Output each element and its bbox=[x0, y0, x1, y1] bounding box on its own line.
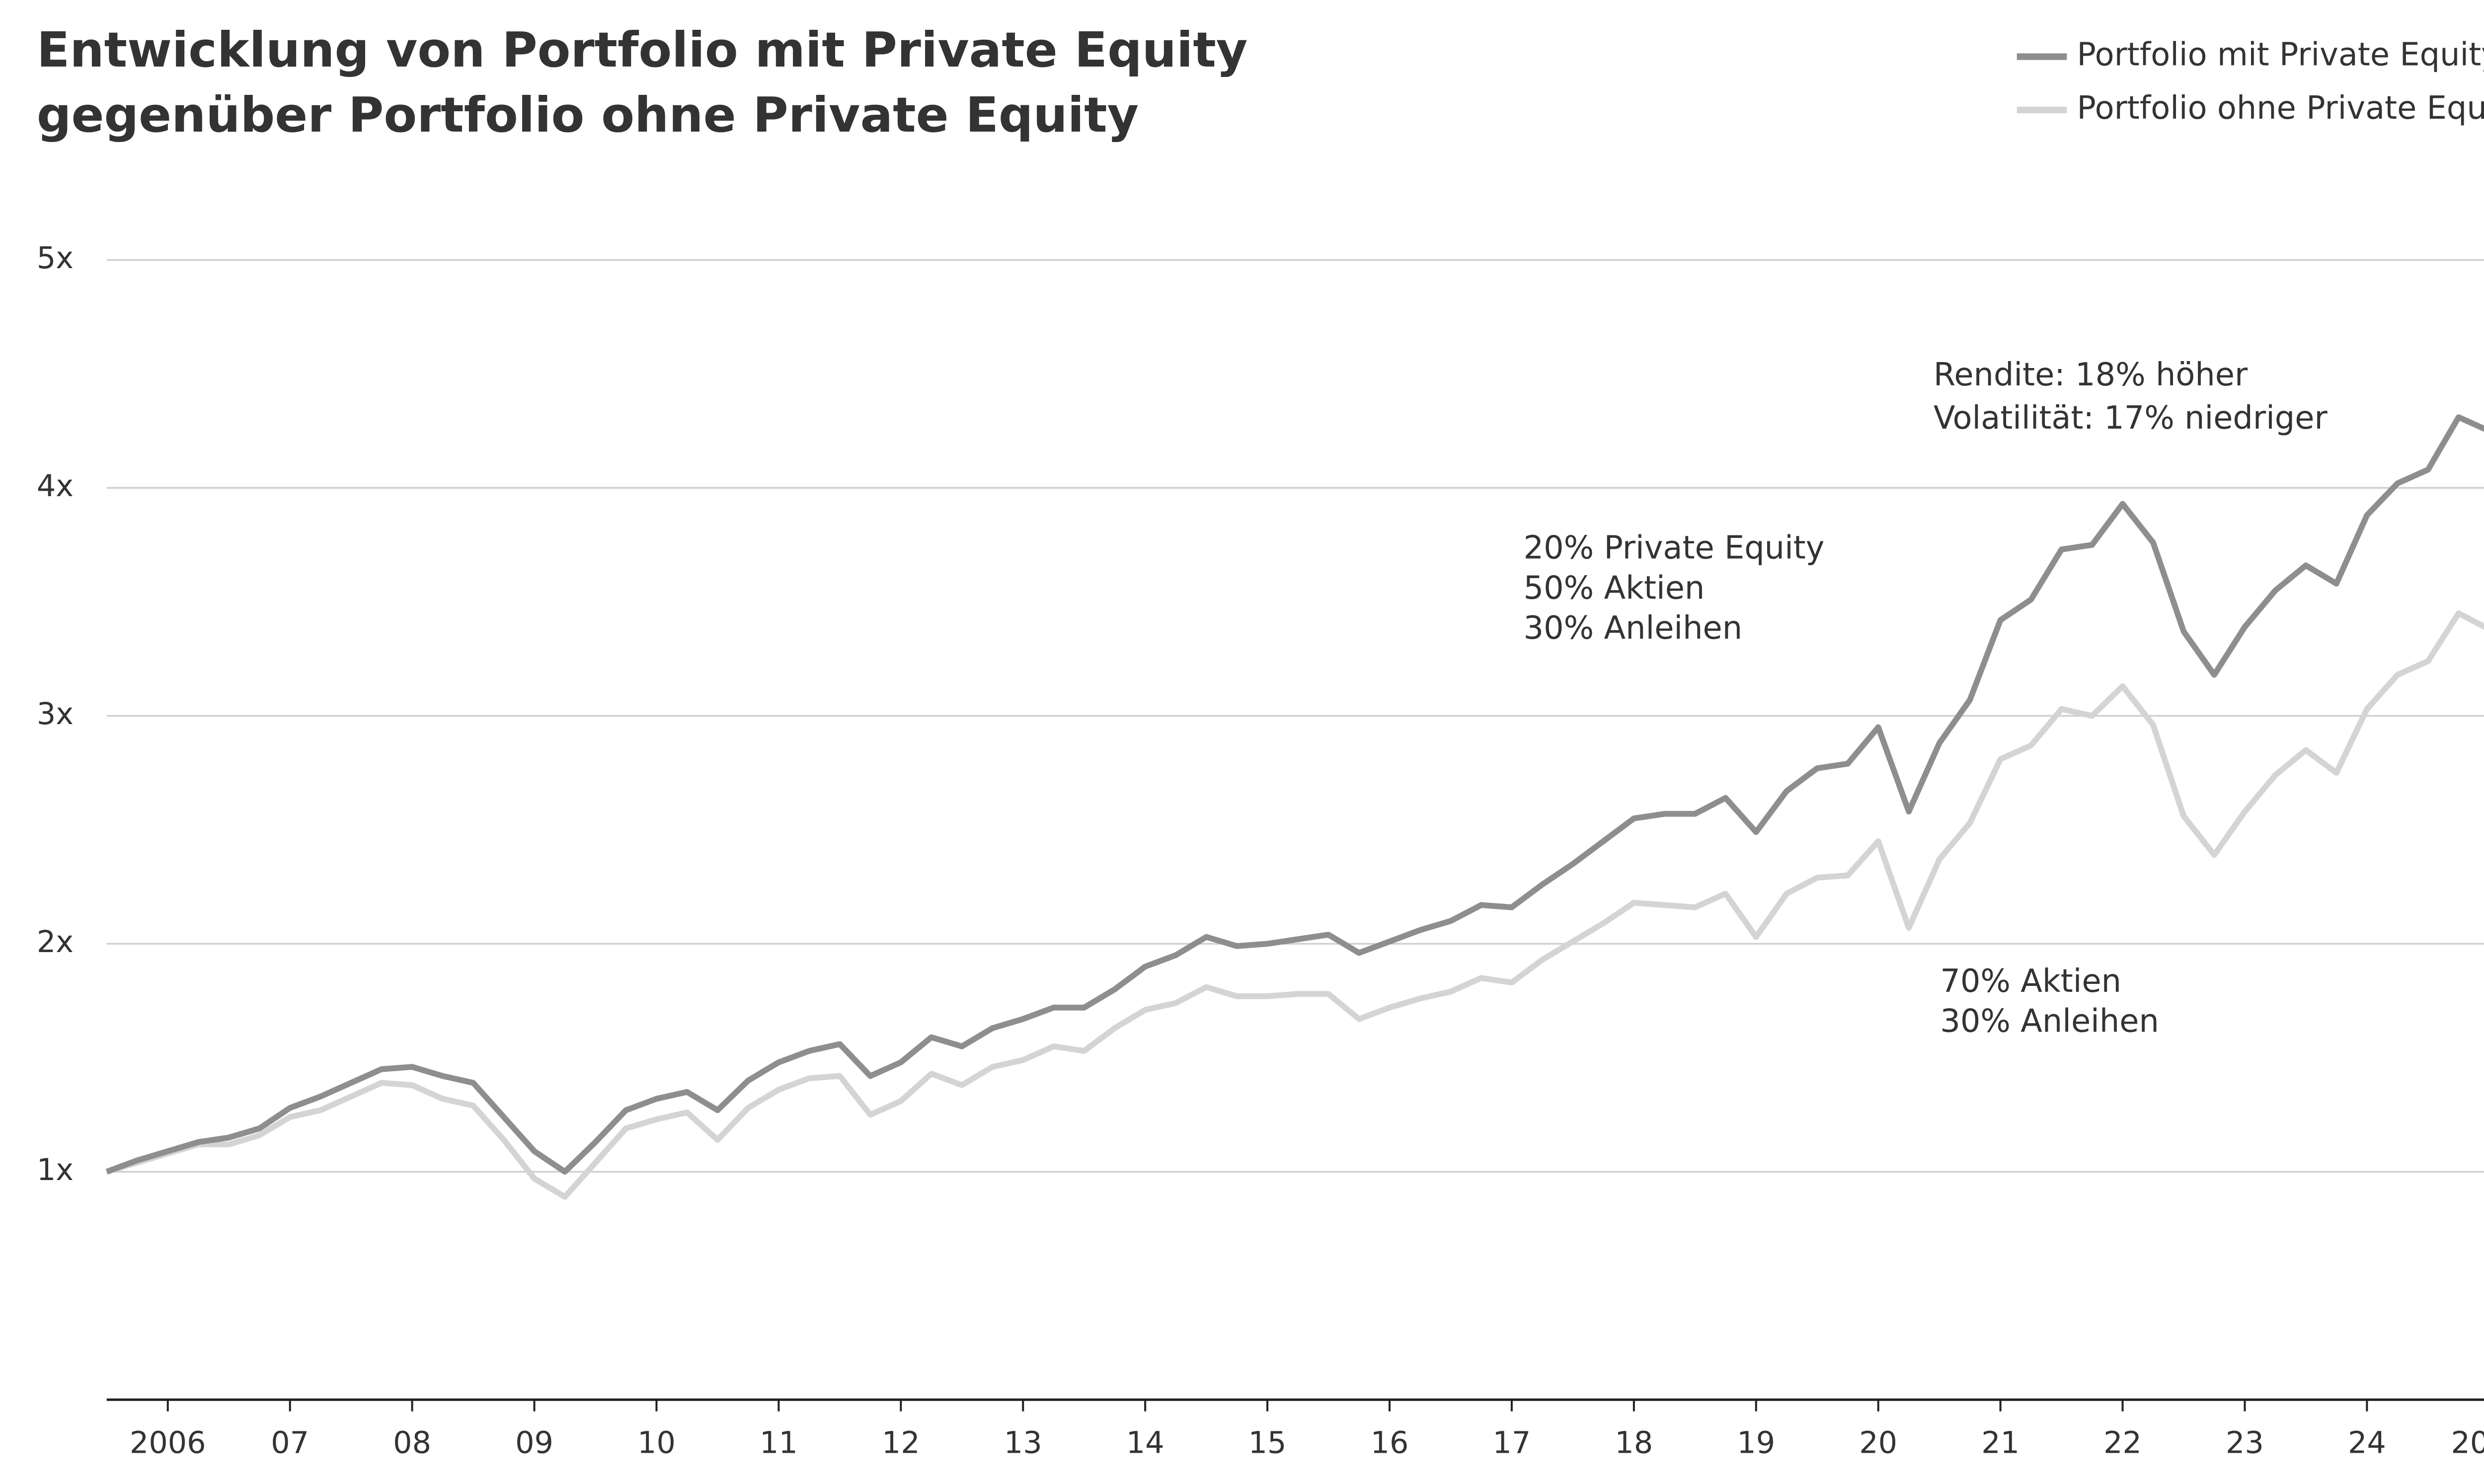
legend-label: Portfolio ohne Private Equity bbox=[2077, 90, 2484, 127]
annotation: Rendite: 18% höher bbox=[1934, 357, 2248, 393]
annotation: Volatilität: 17% niedriger bbox=[1934, 400, 2328, 437]
series-line bbox=[105, 414, 2484, 1175]
y-tick-label: 1x bbox=[37, 1153, 74, 1187]
series-line bbox=[106, 610, 2484, 1200]
y-tick-label: 5x bbox=[37, 241, 74, 276]
x-tick-label: 14 bbox=[1126, 1425, 1164, 1460]
x-tick-label: 15 bbox=[1248, 1425, 1287, 1460]
chart-title: Entwicklung von Portfolio mit Private Eq… bbox=[37, 22, 1247, 78]
x-tick-label: 11 bbox=[760, 1425, 798, 1460]
y-tick-label: 3x bbox=[37, 697, 74, 732]
x-tick-label: 16 bbox=[1371, 1425, 1409, 1460]
x-tick-label: 2025 bbox=[2451, 1425, 2484, 1460]
x-tick-label: 13 bbox=[1004, 1425, 1042, 1460]
x-tick-label: 21 bbox=[1981, 1425, 2019, 1460]
x-tick-label: 23 bbox=[2226, 1425, 2264, 1460]
annotation: 70% Aktien bbox=[1940, 963, 2121, 1000]
x-tick-label: 07 bbox=[271, 1425, 309, 1460]
x-tick-label: 17 bbox=[1493, 1425, 1531, 1460]
x-tick-label: 18 bbox=[1615, 1425, 1653, 1460]
x-tick-label: 22 bbox=[2103, 1425, 2142, 1460]
chart-title: gegenüber Portfolio ohne Private Equity bbox=[37, 87, 1139, 143]
x-tick-label: 24 bbox=[2348, 1425, 2386, 1460]
x-tick-label: 09 bbox=[515, 1425, 553, 1460]
y-tick-label: 4x bbox=[37, 469, 74, 504]
legend-label: Portfolio mit Private Equity bbox=[2077, 37, 2484, 74]
annotation: 30% Anleihen bbox=[1940, 1003, 2159, 1040]
x-tick-label: 08 bbox=[393, 1425, 431, 1460]
annotation: 30% Anleihen bbox=[1524, 610, 1743, 647]
x-tick-label: 12 bbox=[882, 1425, 920, 1460]
y-tick-label: 2x bbox=[37, 925, 74, 960]
x-tick-label: 10 bbox=[637, 1425, 676, 1460]
annotation: 50% Aktien bbox=[1524, 570, 1705, 606]
x-tick-label: 19 bbox=[1737, 1425, 1775, 1460]
x-tick-label: 20 bbox=[1859, 1425, 1897, 1460]
annotation: 20% Private Equity bbox=[1524, 530, 1825, 567]
x-tick-label: 2006 bbox=[130, 1425, 206, 1460]
